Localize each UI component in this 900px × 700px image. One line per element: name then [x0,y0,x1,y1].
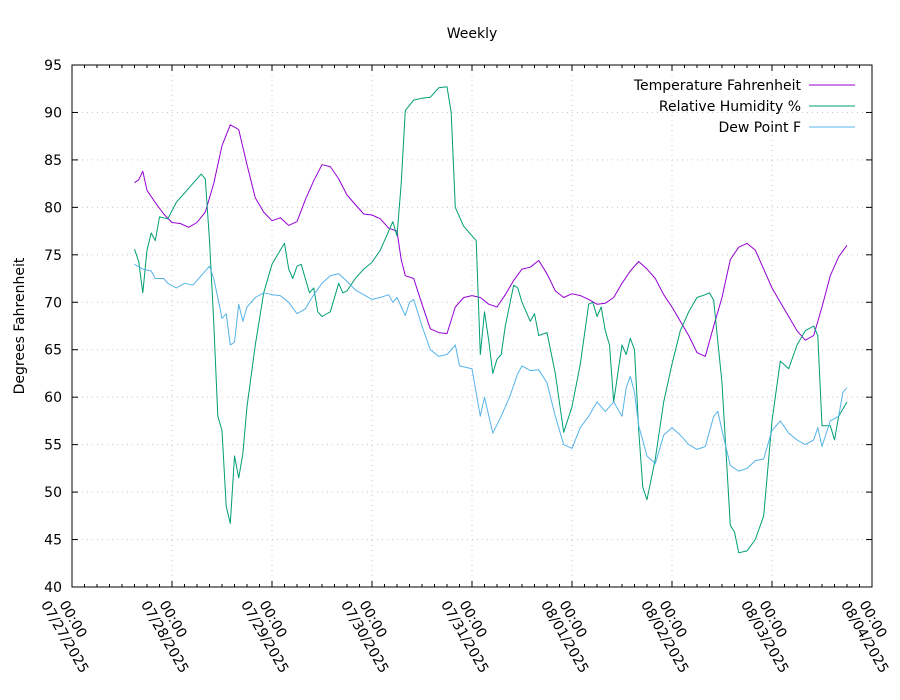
series-lines [134,86,848,554]
x-tick-label: 00:0008/01/2025 [537,590,605,676]
legend-relative-humidity-label: Relative Humidity % [659,99,801,115]
y-tick-label: 65 [44,343,62,359]
x-tick-label: 00:0007/30/2025 [337,590,405,676]
y-axis-label: Degrees Fahrenheit [12,257,28,394]
legend: Temperature Fahrenheit Relative Humidity … [633,78,855,136]
x-tick-label: 00:0007/29/2025 [237,590,305,676]
y-tick-label: 95 [44,58,62,74]
series-temperature-fahrenheit-line [134,124,848,357]
y-tick-label: 80 [44,200,62,216]
y-tick-label: 45 [44,533,62,549]
x-tick-label: 00:0008/02/2025 [637,590,705,676]
series-dew-point-f-line [134,263,848,472]
y-tick-label: 60 [44,390,62,406]
y-tick-label: 70 [44,295,62,311]
series-relative-humidity-line [134,86,848,554]
y-tick-label: 40 [44,580,62,596]
chart-title: Weekly [447,26,498,42]
axes: 40 45 50 55 60 65 70 75 80 85 90 95 00:0007/27/2025 0… [37,58,900,676]
y-tick-label: 55 [44,438,62,454]
x-tick-label: 00:0008/03/2025 [737,590,805,676]
plot-frame [71,64,873,588]
x-tick-label: 00:0007/27/2025 [37,590,105,676]
y-tick-label: 75 [44,248,62,264]
y-tick-label: 90 [44,105,62,121]
legend-temperature-fahrenheit-label: Temperature Fahrenheit [633,78,802,94]
y-tick-label: 50 [44,485,62,501]
x-tick-label: 00:0007/31/2025 [437,590,505,676]
x-tick-label: 00:0007/28/2025 [137,590,205,676]
legend-dew-point-f-label: Dew Point F [718,120,801,136]
x-tick-label: 00:0008/04/2025 [837,590,900,676]
grid [72,65,872,587]
y-tick-label: 85 [44,153,62,169]
